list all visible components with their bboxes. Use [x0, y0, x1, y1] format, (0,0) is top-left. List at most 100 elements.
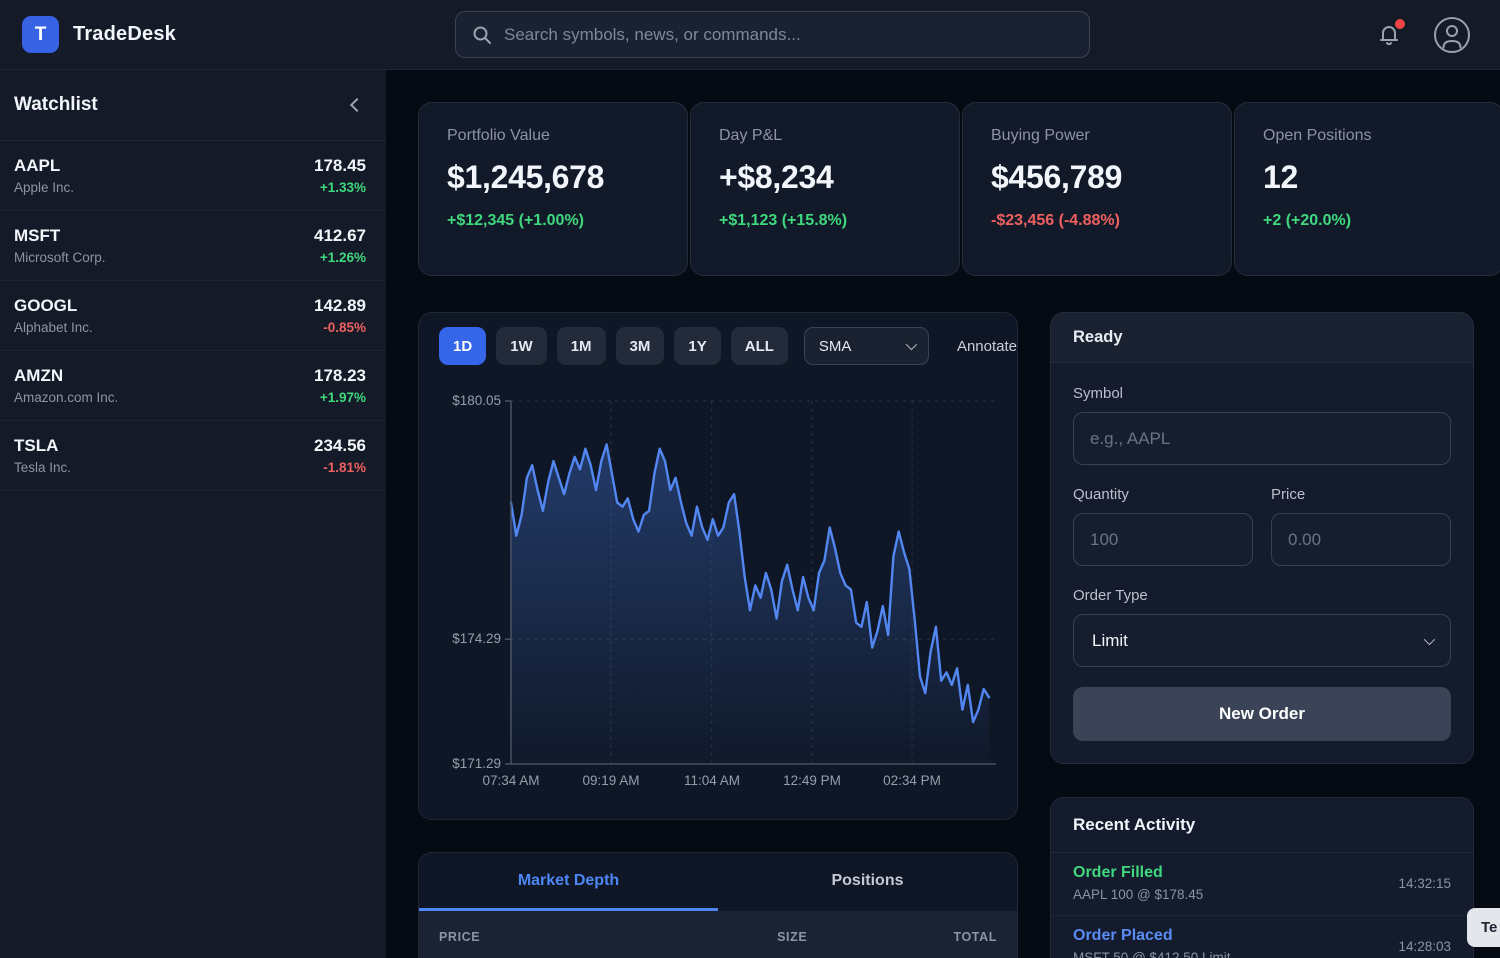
stats-row: Portfolio Value $1,245,678 +$12,345 (+1.… — [418, 102, 1500, 276]
user-avatar[interactable] — [1432, 15, 1472, 55]
watchlist-row-amzn[interactable]: AMZN Amazon.com Inc. 178.23 +1.97% — [0, 351, 386, 421]
search-input[interactable] — [504, 24, 1073, 45]
x-axis-tick: 02:34 PM — [883, 773, 941, 788]
activity-detail: AAPL 100 @ $178.45 — [1073, 887, 1204, 902]
price-field[interactable] — [1271, 513, 1451, 566]
x-axis-tick: 11:04 AM — [683, 773, 741, 788]
depth-table-header: PRICE SIZE TOTAL — [419, 911, 1017, 958]
x-axis-tick: 09:19 AM — [582, 773, 640, 788]
tab-positions[interactable]: Positions — [831, 871, 904, 889]
stat-card-day-pnl: Day P&L +$8,234 +$1,123 (+15.8%) — [690, 102, 960, 276]
notification-badge — [1395, 19, 1405, 29]
ticker-price: 142.89 — [314, 296, 366, 315]
collapse-sidebar-icon[interactable] — [349, 97, 365, 113]
price-label: Price — [1271, 486, 1306, 503]
activity-detail: MSFT 50 @ $412.50 Limit — [1073, 950, 1231, 958]
stat-card-open-positions: Open Positions 12 +2 (+20.0%) — [1234, 102, 1500, 276]
watchlist-title: Watchlist — [14, 94, 98, 115]
app-logo-letter: T — [34, 23, 47, 45]
indicator-value: SMA — [818, 337, 852, 355]
price-plot — [505, 400, 996, 765]
market-depth-panel: Market Depth Positions PRICE SIZE TOTAL — [418, 852, 1018, 958]
ticker-price: 234.56 — [314, 436, 366, 455]
ticker-symbol: AAPL — [14, 156, 61, 175]
order-type-label: Order Type — [1073, 587, 1148, 604]
notifications-button[interactable] — [1376, 19, 1405, 49]
company-name: Microsoft Corp. — [14, 250, 106, 265]
order-column: Ready Symbol Quantity Price — [1050, 312, 1474, 958]
price-line-chart — [505, 400, 996, 765]
activity-row: Order Filled AAPL 100 @ $178.45 14:32:15 — [1051, 853, 1473, 916]
column-header-total: TOTAL — [953, 930, 997, 944]
ticker-price: 178.45 — [314, 156, 366, 175]
stat-card-portfolio-value: Portfolio Value $1,245,678 +$12,345 (+1.… — [418, 102, 688, 276]
order-status: Ready — [1073, 328, 1123, 346]
stat-label: Buying Power — [991, 127, 1090, 144]
watchlist-row-googl[interactable]: GOOGL Alphabet Inc. 142.89 -0.85% — [0, 281, 386, 351]
range-button-1m[interactable]: 1M — [556, 327, 606, 365]
edge-toast: Te — [1467, 908, 1500, 947]
company-name: Apple Inc. — [14, 180, 75, 195]
stat-change: +2 (+20.0%) — [1263, 212, 1352, 229]
ticker-change: +1.33% — [319, 180, 366, 195]
app-title: TradeDesk — [73, 23, 176, 45]
top-bar: T TradeDesk — [0, 0, 1500, 70]
activity-type: Order Placed — [1073, 927, 1173, 944]
global-search[interactable] — [455, 11, 1090, 58]
depth-tabs: Market Depth Positions — [419, 853, 1017, 911]
chevron-down-icon — [1423, 633, 1436, 645]
column-header-price: PRICE — [439, 930, 481, 944]
chart-column: 1D 1W 1M 3M 1Y ALL SMA Annotate $180.05 … — [418, 312, 1018, 958]
ticker-price: 412.67 — [314, 226, 366, 245]
indicator-select[interactable]: SMA — [803, 327, 929, 365]
x-axis-tick: 12:49 PM — [783, 773, 841, 788]
stat-value: 12 — [1263, 159, 1298, 195]
quantity-label: Quantity — [1073, 486, 1129, 503]
new-order-button[interactable]: New Order — [1073, 687, 1451, 741]
activity-time: 14:28:03 — [1398, 938, 1451, 954]
y-axis-tick: $174.29 — [452, 631, 501, 646]
main-content: Portfolio Value $1,245,678 +$12,345 (+1.… — [386, 70, 1500, 958]
ticker-symbol: TSLA — [14, 436, 59, 455]
watchlist-row-msft[interactable]: MSFT Microsoft Corp. 412.67 +1.26% — [0, 211, 386, 281]
bell-icon — [1380, 26, 1398, 46]
ticker-change: +1.26% — [319, 250, 366, 265]
ticker-symbol: AMZN — [14, 366, 64, 385]
range-button-1w[interactable]: 1W — [496, 327, 547, 365]
range-button-all[interactable]: ALL — [730, 327, 788, 365]
ticker-change: -0.85% — [323, 320, 366, 335]
ticker-symbol: MSFT — [14, 226, 61, 245]
order-entry-panel: Ready Symbol Quantity Price — [1050, 312, 1474, 764]
column-header-size: SIZE — [777, 930, 808, 944]
company-name: Amazon.com Inc. — [14, 390, 119, 405]
range-button-3m[interactable]: 3M — [615, 327, 665, 365]
app-logo: T — [22, 16, 59, 53]
stat-label: Open Positions — [1263, 127, 1372, 144]
watchlist-row-aapl[interactable]: AAPL Apple Inc. 178.45 +1.33% — [0, 141, 386, 211]
quantity-field[interactable] — [1073, 513, 1253, 566]
symbol-field[interactable] — [1073, 412, 1451, 465]
company-name: Tesla Inc. — [14, 460, 72, 475]
range-button-1d[interactable]: 1D — [439, 327, 487, 365]
activity-time: 14:32:15 — [1398, 875, 1451, 891]
order-type-select[interactable]: Limit — [1073, 614, 1451, 667]
stat-label: Day P&L — [719, 127, 783, 144]
stat-label: Portfolio Value — [447, 127, 550, 144]
company-name: Alphabet Inc. — [14, 320, 93, 335]
x-axis-tick: 07:34 AM — [482, 773, 540, 788]
stat-value: $456,789 — [991, 159, 1123, 195]
y-axis-tick: $171.29 — [452, 756, 501, 771]
ticker-price: 178.23 — [314, 366, 366, 385]
annotate-button[interactable]: Annotate — [956, 337, 1017, 355]
range-button-1y[interactable]: 1Y — [674, 327, 721, 365]
activity-title: Recent Activity — [1073, 815, 1196, 834]
watchlist-row-tsla[interactable]: TSLA Tesla Inc. 234.56 -1.81% — [0, 421, 386, 491]
ticker-change: +1.97% — [319, 390, 366, 405]
activity-row: Order Placed MSFT 50 @ $412.50 Limit 14:… — [1051, 916, 1473, 958]
stat-change: -$23,456 (-4.88%) — [991, 212, 1120, 229]
tab-market-depth[interactable]: Market Depth — [419, 853, 718, 911]
stat-change: +$1,123 (+15.8%) — [719, 212, 848, 229]
stat-value: +$8,234 — [719, 159, 834, 195]
price-chart-card: 1D 1W 1M 3M 1Y ALL SMA Annotate $180.05 … — [418, 312, 1018, 820]
stat-change: +$12,345 (+1.00%) — [447, 212, 584, 229]
